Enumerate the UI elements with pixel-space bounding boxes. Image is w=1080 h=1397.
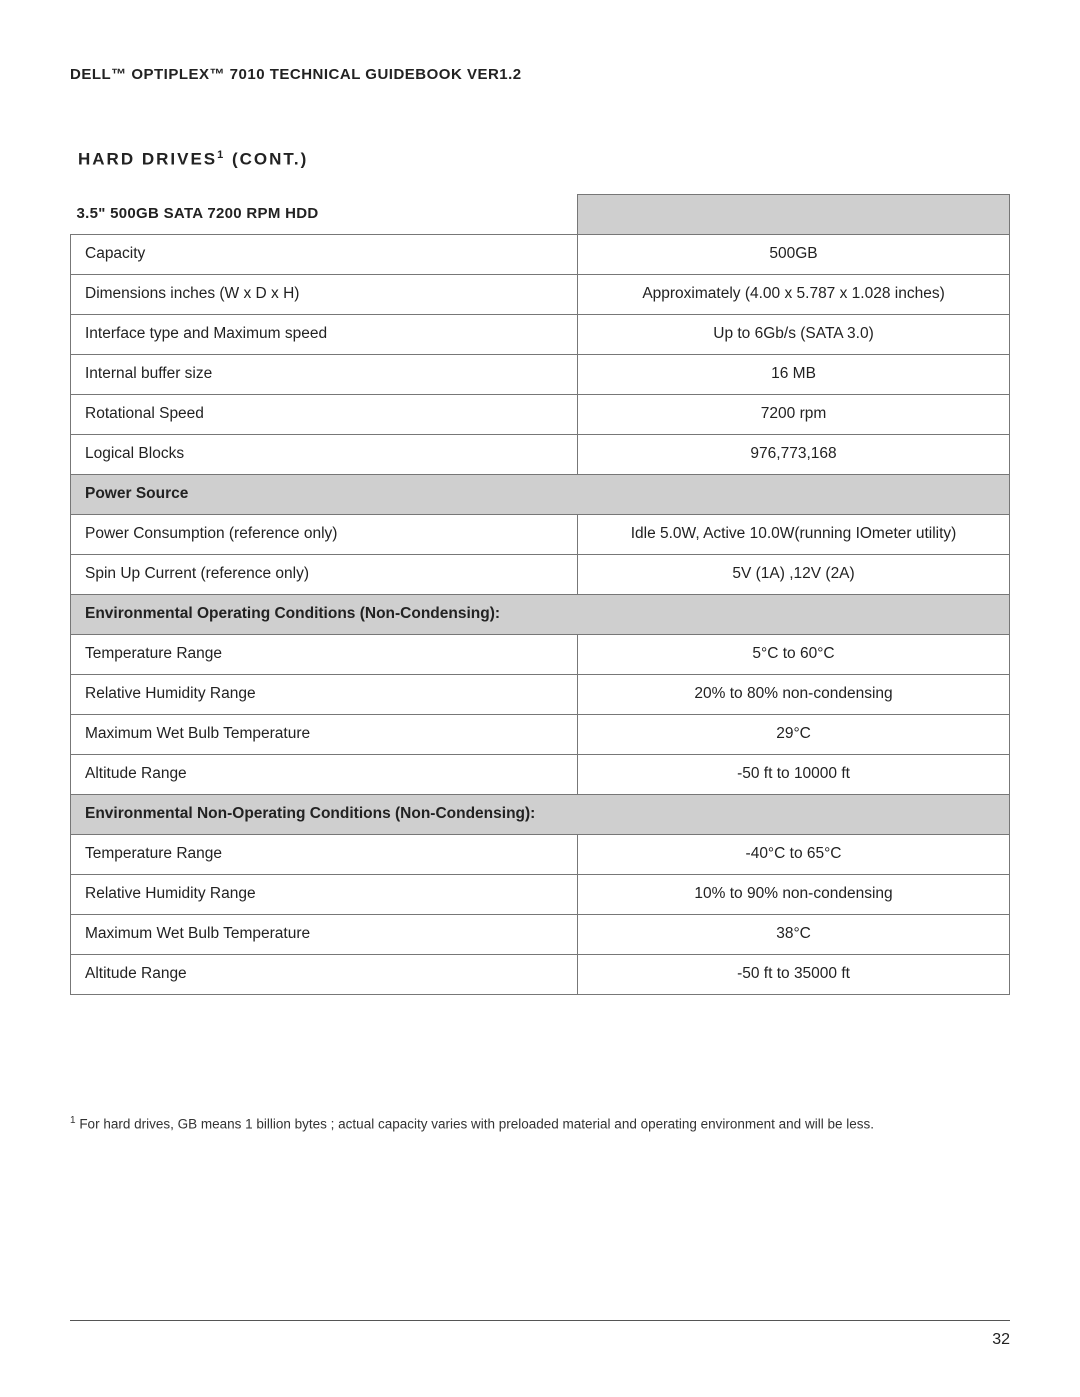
spec-value: Approximately (4.00 x 5.787 x 1.028 inch… <box>578 274 1010 314</box>
table-row: Relative Humidity Range20% to 80% non-co… <box>71 674 1010 714</box>
footer-rule <box>70 1320 1010 1321</box>
table-row: Rotational Speed7200 rpm <box>71 394 1010 434</box>
spec-label: Dimensions inches (W x D x H) <box>71 274 578 314</box>
table-section-header-row: Power Source <box>71 474 1010 514</box>
table-row: Temperature Range5°C to 60°C <box>71 634 1010 674</box>
spec-label: Logical Blocks <box>71 434 578 474</box>
spec-value: 5°C to 60°C <box>578 634 1010 674</box>
spec-value: 29°C <box>578 714 1010 754</box>
spec-label: Relative Humidity Range <box>71 874 578 914</box>
spec-label: Rotational Speed <box>71 394 578 434</box>
table-section-header: Environmental Non-Operating Conditions (… <box>71 794 1010 834</box>
spec-value: 10% to 90% non-condensing <box>578 874 1010 914</box>
footnote: 1 For hard drives, GB means 1 billion by… <box>70 1115 1010 1132</box>
table-row: Relative Humidity Range10% to 90% non-co… <box>71 874 1010 914</box>
spec-label: Spin Up Current (reference only) <box>71 554 578 594</box>
table-row: Capacity500GB <box>71 234 1010 274</box>
spec-value: -50 ft to 35000 ft <box>578 954 1010 994</box>
spec-label: Maximum Wet Bulb Temperature <box>71 714 578 754</box>
table-row: Maximum Wet Bulb Temperature38°C <box>71 914 1010 954</box>
table-row: Temperature Range-40°C to 65°C <box>71 834 1010 874</box>
spec-label: Interface type and Maximum speed <box>71 314 578 354</box>
footnote-text: For hard drives, GB means 1 billion byte… <box>76 1116 874 1131</box>
table-section-header-row: Environmental Non-Operating Conditions (… <box>71 794 1010 834</box>
spec-label: Relative Humidity Range <box>71 674 578 714</box>
table-row: Altitude Range-50 ft to 35000 ft <box>71 954 1010 994</box>
table-title-blank <box>578 194 1010 234</box>
spec-value: Idle 5.0W, Active 10.0W(running IOmeter … <box>578 514 1010 554</box>
document-header: DELL™ OPTIPLEX™ 7010 TECHNICAL GUIDEBOOK… <box>70 66 1010 83</box>
spec-value: 500GB <box>578 234 1010 274</box>
table-row: Logical Blocks976,773,168 <box>71 434 1010 474</box>
spec-value: 976,773,168 <box>578 434 1010 474</box>
spec-value: 5V (1A) ,12V (2A) <box>578 554 1010 594</box>
spec-value: 7200 rpm <box>578 394 1010 434</box>
table-title: 3.5" 500GB SATA 7200 RPM HDD <box>71 194 578 234</box>
table-row: Interface type and Maximum speedUp to 6G… <box>71 314 1010 354</box>
spec-label: Maximum Wet Bulb Temperature <box>71 914 578 954</box>
spec-value: Up to 6Gb/s (SATA 3.0) <box>578 314 1010 354</box>
table-section-header-row: Environmental Operating Conditions (Non-… <box>71 594 1010 634</box>
section-title-post: (CONT.) <box>225 150 308 169</box>
table-row: Maximum Wet Bulb Temperature29°C <box>71 714 1010 754</box>
spec-label: Temperature Range <box>71 834 578 874</box>
spec-table: 3.5" 500GB SATA 7200 RPM HDDCapacity500G… <box>70 194 1010 995</box>
spec-label: Temperature Range <box>71 634 578 674</box>
spec-value: -50 ft to 10000 ft <box>578 754 1010 794</box>
spec-label: Power Consumption (reference only) <box>71 514 578 554</box>
table-row: Altitude Range-50 ft to 10000 ft <box>71 754 1010 794</box>
spec-value: 38°C <box>578 914 1010 954</box>
section-title-pre: HARD DRIVES <box>78 150 217 169</box>
spec-label: Altitude Range <box>71 754 578 794</box>
spec-label: Altitude Range <box>71 954 578 994</box>
table-title-row: 3.5" 500GB SATA 7200 RPM HDD <box>71 194 1010 234</box>
table-row: Power Consumption (reference only)Idle 5… <box>71 514 1010 554</box>
spec-label: Capacity <box>71 234 578 274</box>
table-row: Dimensions inches (W x D x H)Approximate… <box>71 274 1010 314</box>
table-row: Internal buffer size16 MB <box>71 354 1010 394</box>
table-section-header: Power Source <box>71 474 1010 514</box>
table-row: Spin Up Current (reference only)5V (1A) … <box>71 554 1010 594</box>
spec-value: 16 MB <box>578 354 1010 394</box>
spec-value: -40°C to 65°C <box>578 834 1010 874</box>
spec-label: Internal buffer size <box>71 354 578 394</box>
section-title: HARD DRIVES1 (CONT.) <box>78 149 1010 170</box>
table-section-header: Environmental Operating Conditions (Non-… <box>71 594 1010 634</box>
spec-value: 20% to 80% non-condensing <box>578 674 1010 714</box>
page-number: 32 <box>70 1331 1010 1349</box>
page-footer: 32 <box>70 1320 1010 1349</box>
spec-table-body: 3.5" 500GB SATA 7200 RPM HDDCapacity500G… <box>71 194 1010 994</box>
